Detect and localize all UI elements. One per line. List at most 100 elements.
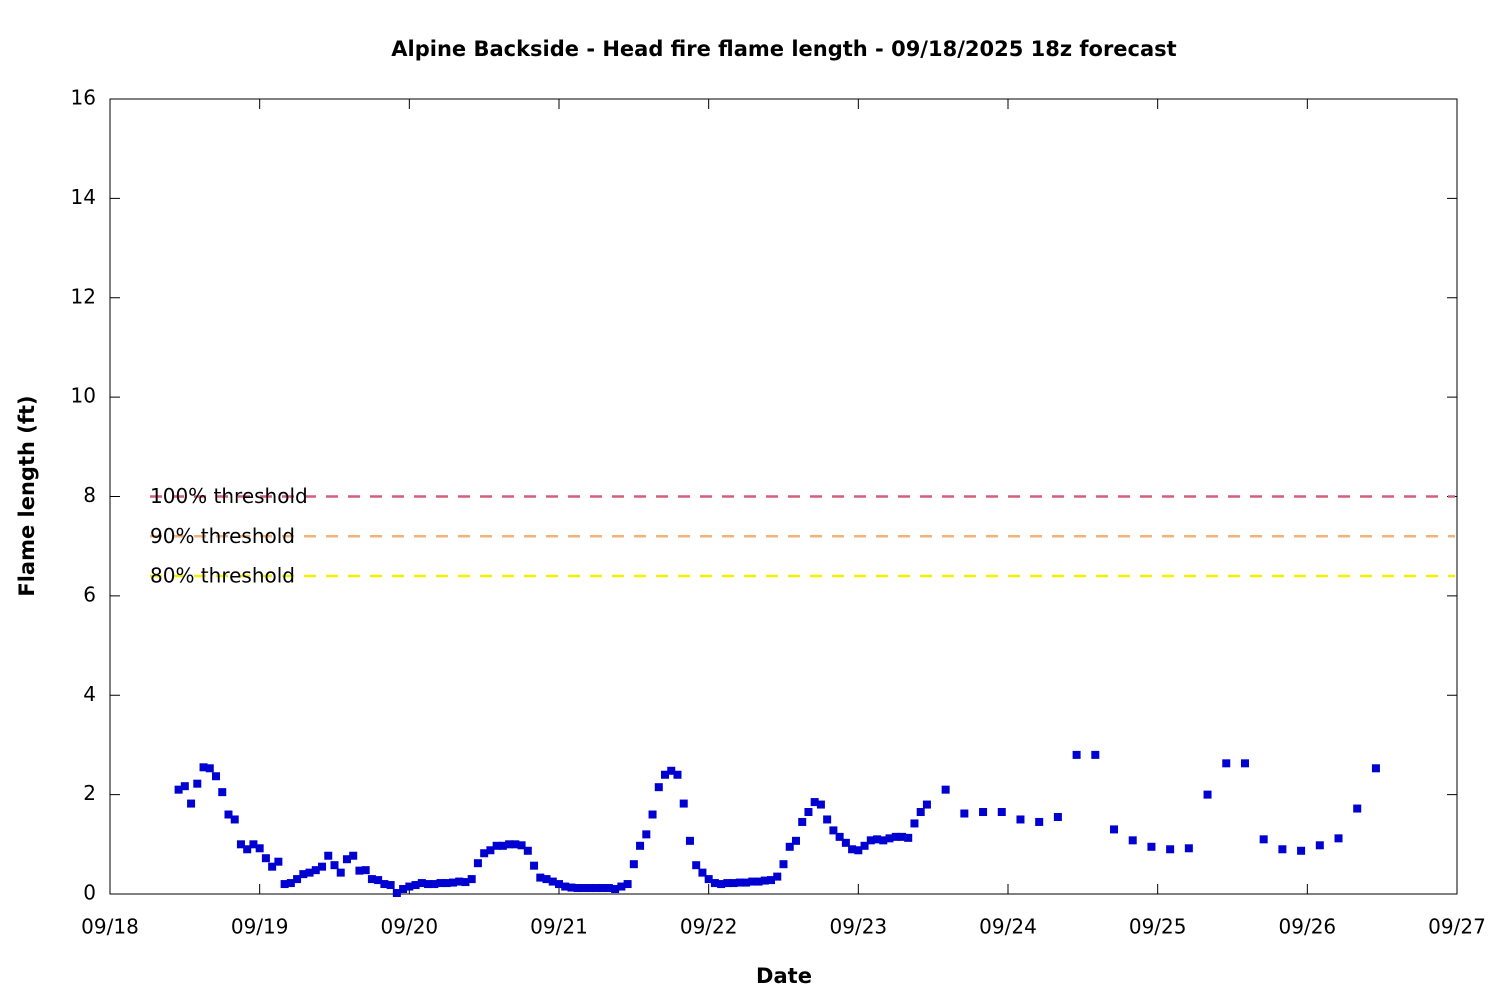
threshold-label: 80% threshold: [150, 564, 295, 588]
data-point: [717, 880, 726, 889]
data-point: [361, 866, 370, 875]
data-point: [760, 876, 769, 885]
data-point: [548, 877, 557, 886]
data-point: [1278, 845, 1287, 854]
x-axis-label: Date: [756, 964, 812, 988]
data-point: [617, 882, 626, 891]
data-point: [318, 862, 327, 871]
data-point: [848, 845, 857, 854]
data-point: [1053, 812, 1062, 821]
y-axis-label: Flame length (ft): [15, 395, 39, 596]
data-point: [530, 861, 539, 870]
x-tick-label: 09/21: [530, 915, 588, 939]
data-point: [586, 884, 595, 893]
data-point: [773, 872, 782, 881]
data-point: [180, 782, 189, 791]
data-point: [342, 855, 351, 864]
data-point: [835, 832, 844, 841]
data-point: [567, 883, 576, 892]
data-point: [249, 840, 258, 849]
y-tick-label: 12: [71, 284, 96, 308]
data-point: [380, 880, 389, 889]
y-tick-label: 6: [83, 582, 96, 606]
data-point: [349, 851, 358, 860]
data-point: [187, 799, 196, 808]
data-point: [1166, 845, 1175, 854]
data-point: [255, 844, 264, 853]
data-point: [511, 840, 520, 849]
data-point: [467, 875, 476, 884]
data-point: [667, 766, 676, 775]
data-point: [785, 842, 794, 851]
data-point: [498, 841, 507, 850]
data-point: [505, 840, 514, 849]
data-point: [866, 836, 875, 845]
threshold-label: 90% threshold: [150, 524, 295, 548]
y-tick-label: 14: [71, 185, 96, 209]
data-point: [517, 841, 526, 850]
data-point: [910, 819, 919, 828]
data-point: [573, 884, 582, 893]
data-point: [236, 840, 245, 849]
y-tick-label: 8: [83, 483, 96, 507]
data-point: [816, 800, 825, 809]
data-point: [710, 879, 719, 888]
data-point: [311, 866, 320, 875]
data-point: [648, 810, 657, 819]
data-point: [555, 880, 563, 889]
data-point: [542, 875, 551, 884]
data-point: [941, 785, 950, 794]
data-point: [1353, 804, 1362, 813]
data-point: [841, 838, 850, 847]
data-point: [1222, 759, 1231, 768]
data-point: [392, 889, 401, 898]
data-point: [1259, 835, 1268, 844]
data-point: [960, 809, 969, 818]
data-point: [417, 879, 426, 888]
data-point: [592, 884, 601, 893]
data-point: [461, 878, 470, 887]
data-point: [174, 785, 183, 794]
data-point: [879, 836, 888, 845]
data-point: [1128, 836, 1137, 845]
data-point: [742, 878, 751, 887]
data-point: [536, 873, 545, 882]
y-tick-label: 0: [83, 881, 96, 905]
data-point: [436, 879, 445, 888]
x-tick-label: 09/27: [1428, 915, 1486, 939]
x-tick-label: 09/24: [979, 915, 1037, 939]
data-point: [661, 770, 670, 779]
chart-title: Alpine Backside - Head fire flame length…: [391, 37, 1176, 61]
data-point: [442, 879, 451, 888]
data-point: [405, 882, 414, 891]
data-point: [473, 859, 482, 868]
data-point: [205, 764, 214, 773]
data-point: [922, 800, 931, 809]
x-tick-label: 09/20: [381, 915, 439, 939]
data-point: [1016, 815, 1025, 824]
data-point: [642, 830, 651, 839]
data-point: [735, 878, 744, 887]
data-point: [829, 826, 838, 835]
y-tick-label: 4: [83, 682, 96, 706]
data-point: [523, 846, 532, 855]
data-point: [779, 860, 788, 869]
data-point: [748, 877, 757, 886]
data-point: [673, 770, 682, 779]
data-point: [455, 877, 464, 886]
data-point: [623, 880, 632, 889]
data-point: [1147, 842, 1156, 851]
data-point: [411, 881, 420, 890]
data-point: [1371, 764, 1380, 773]
data-point: [604, 884, 613, 893]
data-point: [997, 808, 1006, 817]
data-point: [268, 862, 277, 871]
data-point: [299, 870, 308, 879]
data-point: [374, 876, 383, 885]
data-point: [1184, 844, 1193, 853]
data-point: [723, 879, 732, 888]
data-point: [224, 810, 233, 819]
data-point: [212, 772, 221, 781]
data-point: [399, 885, 408, 894]
data-point: [1297, 846, 1306, 855]
